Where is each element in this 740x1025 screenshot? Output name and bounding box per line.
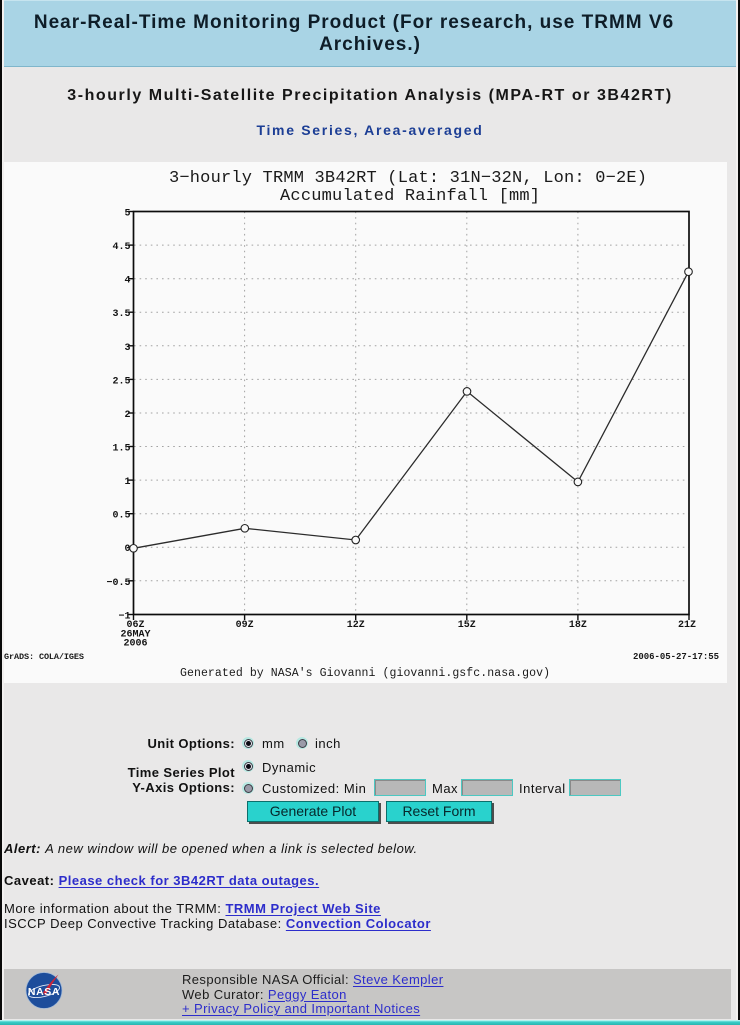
svg-text:NASA: NASA (28, 986, 60, 998)
svg-text:Accumulated Rainfall [mm]: Accumulated Rainfall [mm] (280, 187, 540, 206)
svg-text:4: 4 (124, 276, 130, 287)
svg-text:09Z: 09Z (236, 620, 254, 631)
svg-text:1: 1 (124, 477, 130, 488)
svg-text:2: 2 (124, 410, 130, 421)
svg-text:26MAY: 26MAY (120, 630, 150, 641)
svg-text:0: 0 (124, 544, 130, 555)
svg-text:21Z: 21Z (678, 620, 696, 631)
svg-text:Generated by NASA's Giovanni (: Generated by NASA's Giovanni (giovanni.g… (180, 667, 550, 680)
svg-text:15Z: 15Z (458, 620, 476, 631)
svg-text:06Z: 06Z (126, 620, 144, 631)
svg-text:−1: −1 (118, 611, 130, 622)
svg-text:12Z: 12Z (347, 620, 365, 631)
svg-text:2006: 2006 (123, 639, 147, 650)
svg-text:5: 5 (124, 209, 130, 220)
svg-text:−0.5: −0.5 (106, 578, 130, 589)
svg-text:GrADS: COLA/IGES: GrADS: COLA/IGES (4, 652, 84, 662)
svg-text:2.5: 2.5 (112, 376, 130, 387)
svg-text:3−hourly TRMM 3B42RT (Lat: 31N: 3−hourly TRMM 3B42RT (Lat: 31N−32N, Lon:… (169, 169, 647, 188)
svg-text:1.5: 1.5 (112, 444, 130, 455)
svg-text:3: 3 (124, 343, 130, 354)
svg-text:2006-05-27-17:55: 2006-05-27-17:55 (633, 652, 719, 662)
svg-text:0.5: 0.5 (112, 511, 130, 522)
svg-text:4.5: 4.5 (112, 242, 130, 253)
svg-text:18Z: 18Z (569, 620, 587, 631)
svg-text:3.5: 3.5 (112, 309, 130, 320)
